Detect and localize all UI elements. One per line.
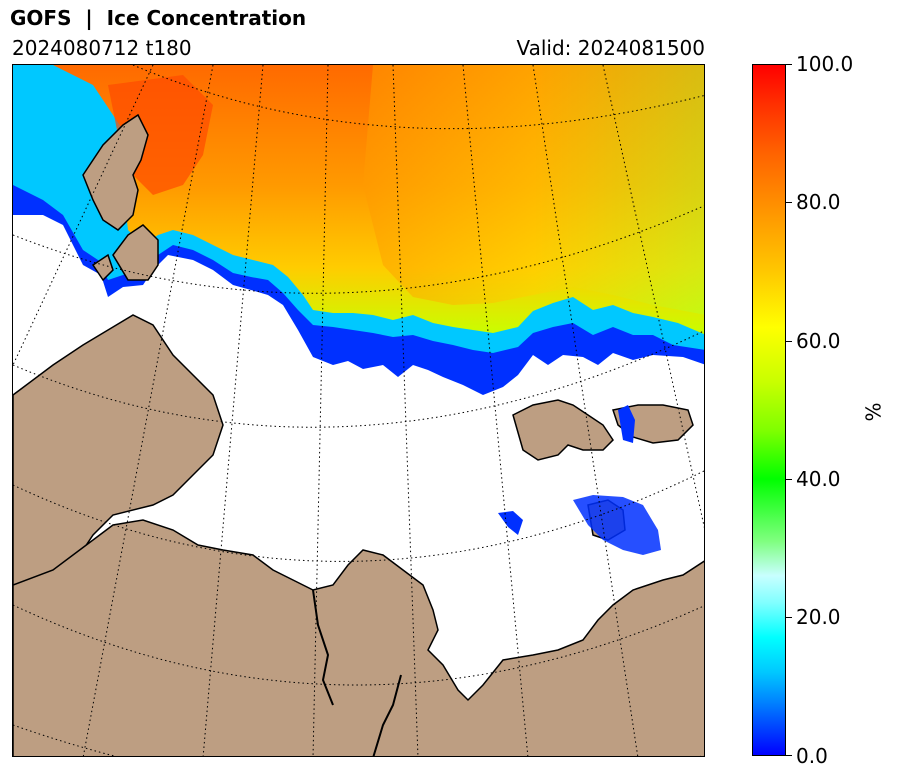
- valid-label: Valid: 2024081500: [516, 36, 705, 60]
- colorbar-tick: [786, 617, 792, 618]
- graticule-lon-3: [312, 65, 329, 756]
- ice-pack-east: [363, 65, 704, 315]
- run-label: 2024080712 t180: [12, 36, 192, 60]
- land-franz-josef: [112, 224, 159, 281]
- river-ob: [312, 589, 334, 706]
- river-yenisei: [372, 674, 402, 756]
- colorbar-tick-label: 0.0: [796, 744, 828, 768]
- colorbar: [752, 64, 786, 756]
- ice-small-patch: [498, 511, 523, 535]
- colorbar-tick: [786, 64, 792, 65]
- colorbar-unit: %: [861, 402, 886, 422]
- graticule-lon-7: [602, 65, 704, 529]
- colorbar-tick: [786, 479, 792, 480]
- colorbar-tick: [786, 341, 792, 342]
- colorbar-tick-label: 40.0: [796, 467, 841, 491]
- graticule-lon-1: [82, 65, 214, 756]
- graticule-lat-5: [13, 604, 704, 686]
- land-svalbard: [82, 113, 149, 231]
- land-novaya-zemlya-tip: [91, 253, 114, 282]
- colorbar-tick: [786, 202, 792, 203]
- graticule-lat-1: [132, 65, 704, 130]
- colorbar-tick-label: 60.0: [796, 329, 841, 353]
- land-siberia: [13, 519, 704, 756]
- chart-title: GOFS | Ice Concentration: [10, 6, 307, 30]
- ice-kara-gulf: [573, 495, 661, 555]
- map-svg: [13, 65, 704, 756]
- colorbar-tick: [786, 755, 792, 756]
- graticule-lat-4: [13, 470, 704, 562]
- colorbar-tick-label: 20.0: [796, 605, 841, 629]
- graticule-lon-4: [392, 65, 419, 756]
- graticule-lat-3: [13, 330, 704, 428]
- colorbar-tick-label: 80.0: [796, 190, 841, 214]
- graticule-lat-2: [13, 205, 704, 294]
- colorbar-tick-label: 100.0: [796, 52, 854, 76]
- ice-taymyr: [618, 405, 635, 443]
- map-panel: [12, 64, 705, 757]
- land-severnaya-zemlya: [512, 399, 614, 461]
- graticule-lon-8: [13, 65, 154, 366]
- graticule-lon-2: [202, 65, 264, 756]
